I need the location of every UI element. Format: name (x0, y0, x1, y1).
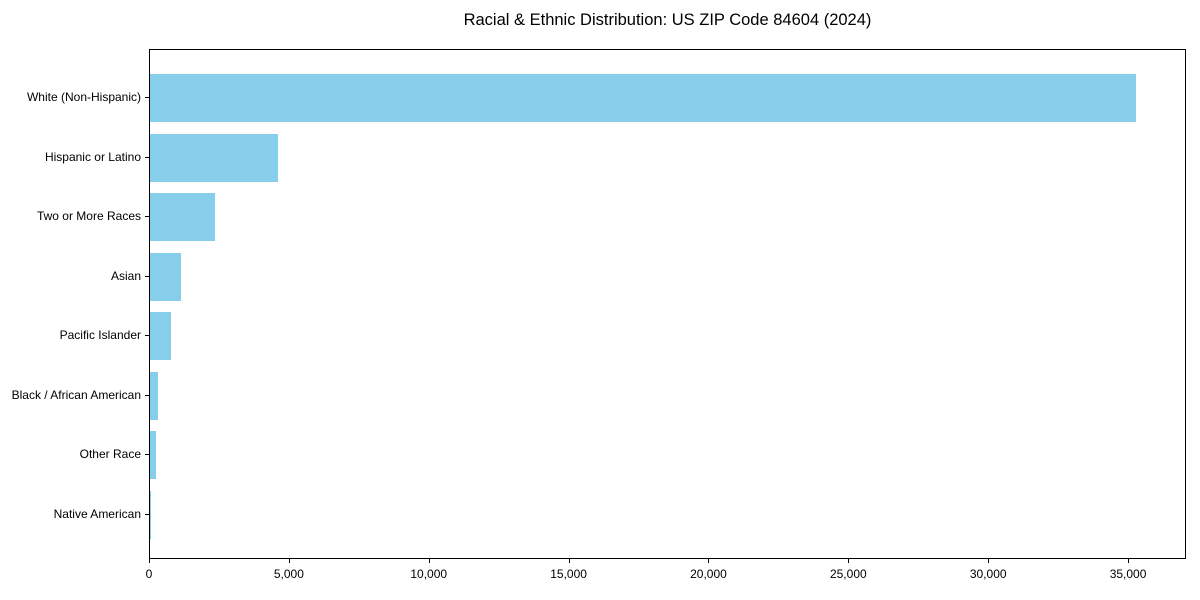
x-tick-label: 20,000 (690, 567, 727, 581)
x-tick-mark (988, 559, 990, 563)
y-tick-label: Two or More Races (36, 209, 141, 223)
y-tick-mark (145, 156, 149, 158)
x-tick-label: 10,000 (410, 567, 448, 581)
bar (150, 133, 278, 182)
x-tick-mark (428, 559, 430, 563)
x-tick-label: 5,000 (273, 567, 304, 581)
y-tick-label: Hispanic or Latino (44, 149, 141, 164)
x-tick-label: 35,000 (1109, 567, 1147, 581)
x-tick-mark (708, 559, 710, 563)
x-tick-mark (1128, 559, 1130, 563)
y-tick-mark (145, 216, 149, 217)
bar (150, 312, 171, 360)
y-tick-mark (145, 335, 149, 336)
y-tick-mark (145, 394, 149, 396)
y-tick-label: White (Non-Hispanic) (26, 90, 141, 104)
x-tick-label: 30,000 (969, 567, 1007, 581)
y-tick-mark (145, 97, 149, 98)
y-tick-label: Native American (53, 506, 141, 521)
x-tick-label: 15,000 (550, 567, 587, 581)
plot-area (149, 49, 1186, 559)
bar (150, 371, 159, 420)
x-tick-mark (149, 559, 150, 563)
bar (150, 490, 151, 539)
x-tick-label: 25,000 (829, 567, 867, 581)
y-tick-mark (145, 275, 149, 277)
bar (150, 74, 1137, 122)
x-tick-label: 0 (145, 567, 153, 581)
y-tick-label: Pacific Islander (59, 328, 141, 342)
x-tick-mark (848, 559, 850, 563)
y-tick-label: Black / African American (11, 387, 141, 402)
y-tick-label: Asian (110, 268, 141, 283)
x-tick-mark (288, 559, 290, 563)
y-tick-label: Other Race (79, 447, 141, 461)
bar (150, 193, 216, 241)
bar (150, 431, 156, 479)
bar (150, 252, 182, 301)
x-tick-mark (568, 559, 570, 563)
y-tick-mark (145, 513, 149, 515)
chart-title: Racial & Ethnic Distribution: US ZIP Cod… (463, 11, 872, 29)
y-tick-mark (145, 454, 149, 455)
